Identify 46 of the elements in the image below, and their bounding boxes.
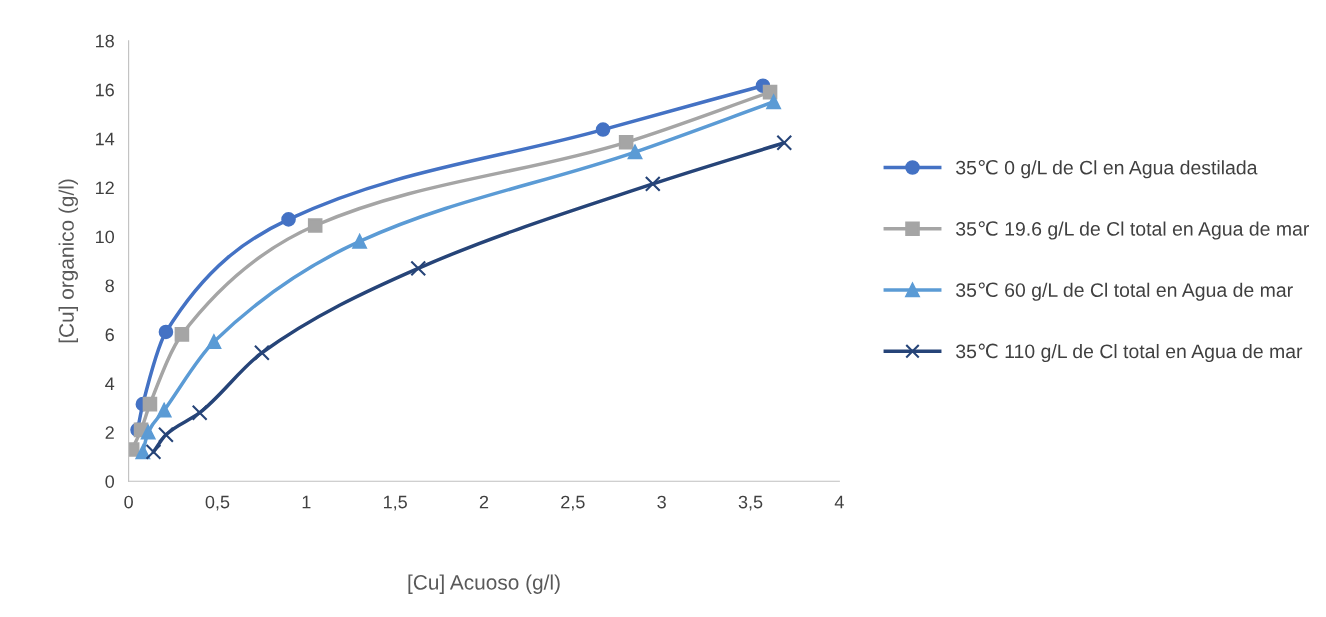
- x-tick-label: 3: [657, 495, 666, 509]
- point: [253, 344, 270, 361]
- point: [776, 134, 793, 151]
- point: [140, 425, 156, 440]
- x-tick-label: 1,5: [383, 495, 407, 511]
- x-tick-label: 0,5: [205, 495, 230, 511]
- x-tick-label: 1: [302, 495, 311, 509]
- y-tick-label: 2: [105, 426, 114, 439]
- point: [135, 444, 151, 460]
- point: [627, 144, 643, 160]
- y-tick-label: 12: [96, 181, 114, 195]
- y-tick-label: 0: [105, 475, 115, 488]
- x-axis-title: [Cu] Acuoso (g/l): [408, 574, 560, 594]
- point: [174, 327, 190, 342]
- point: [157, 426, 174, 443]
- x-tick-label: 3,5: [738, 495, 763, 511]
- x-tick-label: 0: [124, 495, 133, 509]
- y-tick-label: 14: [96, 132, 115, 146]
- legend-label: 35℃ 19.6 g/L de Cl total en Agua de mar: [956, 221, 1310, 240]
- point: [281, 212, 296, 227]
- y-tick-label: 16: [96, 83, 114, 97]
- point: [307, 218, 323, 233]
- legend-label: 35℃ 110 g/L de Cl total en Agua de mar: [956, 343, 1303, 363]
- point: [158, 324, 174, 340]
- legend-label: 35℃ 0 g/L de Cl en Agua destilada: [956, 159, 1258, 179]
- point: [145, 443, 162, 460]
- y-tick-label: 6: [105, 328, 114, 342]
- point: [410, 260, 427, 277]
- legend-label: 35℃ 60 g/L de Cl total en Agua de mar: [956, 282, 1293, 301]
- y-tick-label: 4: [105, 377, 115, 390]
- x-tick-label: 2,5: [561, 495, 585, 511]
- point: [595, 122, 611, 137]
- point: [766, 94, 781, 110]
- y-tick-label: 18: [96, 34, 114, 48]
- y-tick-label: 8: [105, 279, 114, 293]
- y-tick-label: 10: [96, 230, 115, 244]
- point: [644, 175, 661, 192]
- point: [206, 334, 222, 350]
- point: [352, 234, 367, 249]
- x-tick-label: 4: [834, 495, 844, 509]
- point: [191, 404, 208, 421]
- point: [156, 402, 172, 418]
- y-axis-title: [Cu] organico (g/l): [58, 179, 78, 343]
- point: [142, 396, 158, 412]
- point: [618, 135, 634, 150]
- x-tick-label: 2: [479, 495, 489, 509]
